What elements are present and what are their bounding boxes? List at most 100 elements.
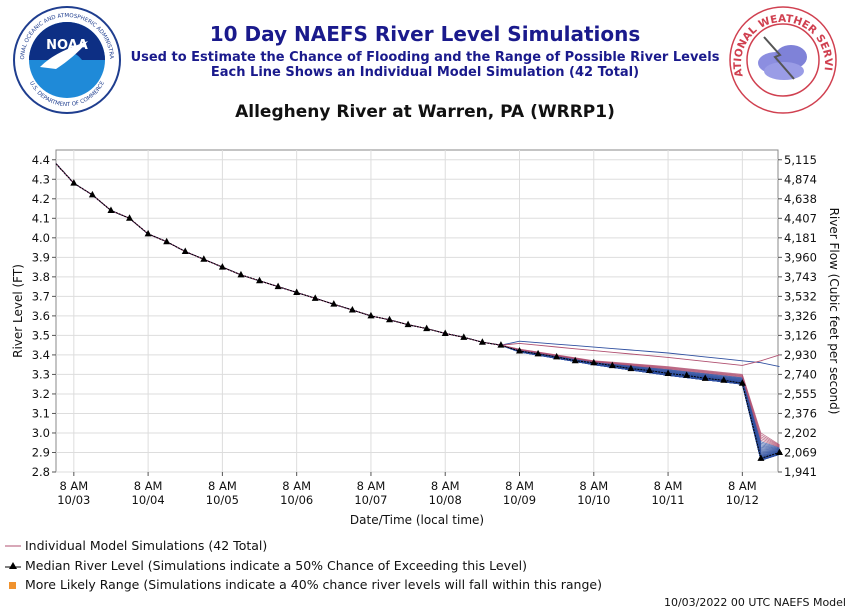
median-point	[274, 282, 282, 290]
y-tick-label: 3.7	[32, 289, 50, 303]
y-tick-label: 2.8	[32, 465, 50, 479]
median-point	[200, 255, 208, 262]
median-line	[55, 163, 780, 459]
x-tick-time: 8 AM	[282, 479, 311, 493]
median-point	[460, 333, 468, 340]
y2-tick-label: 5,115	[784, 153, 817, 167]
median-point	[645, 366, 653, 374]
x-tick-time: 8 AM	[579, 479, 608, 493]
median-point	[664, 369, 672, 376]
y2-tick-label: 3,326	[784, 309, 817, 323]
x-axis-label: Date/Time (local time)	[350, 513, 484, 527]
median-point	[497, 341, 505, 348]
median-point	[608, 361, 616, 369]
median-point	[404, 320, 412, 328]
y2-tick-label: 2,555	[784, 387, 817, 401]
median-point	[256, 276, 264, 284]
x-tick-date: 10/12	[726, 493, 759, 507]
median-point	[516, 347, 524, 354]
y-tick-label: 4.4	[32, 153, 50, 167]
x-tick-date: 10/06	[280, 493, 313, 507]
y-tick-label: 3.1	[32, 406, 50, 420]
median-point	[218, 263, 226, 270]
median-point	[126, 214, 134, 221]
y-tick-label: 4.3	[32, 172, 50, 186]
y2-tick-label: 4,638	[784, 192, 817, 206]
y-tick-label: 4.1	[32, 211, 50, 225]
y-tick-label: 3.5	[32, 328, 50, 342]
x-tick-date: 10/09	[503, 493, 536, 507]
y2-tick-label: 4,874	[784, 172, 817, 186]
x-tick-time: 8 AM	[505, 479, 534, 493]
median-point	[163, 237, 171, 245]
y-tick-label: 3.6	[32, 309, 50, 323]
x-tick-time: 8 AM	[654, 479, 683, 493]
y2-axis-label: River Flow (Cubic feet per second)	[827, 208, 841, 415]
x-tick-time: 8 AM	[208, 479, 237, 493]
x-tick-time: 8 AM	[357, 479, 386, 493]
y-tick-label: 3.3	[32, 367, 50, 381]
legend-individual: Individual Model Simulations (42 Total)	[5, 538, 267, 553]
median-point	[88, 190, 96, 198]
river-level-chart: 2.8 2.9 3.0 3.1 3.2 3.3 3.4 3.5 3.6 3.7 3.8 3.9 4.0 4…	[11, 149, 841, 527]
x-tick-date: 10/04	[132, 493, 165, 507]
x-tick-date: 10/03	[57, 493, 90, 507]
median-point	[144, 229, 152, 237]
y-tick-label: 4.2	[32, 192, 50, 206]
x-tick-date: 10/08	[429, 493, 462, 507]
median-point	[775, 448, 783, 455]
legend-individual-label: Individual Model Simulations (42 Total)	[25, 538, 268, 553]
legend-range-swatch	[9, 581, 16, 589]
y-tick-label: 2.9	[32, 445, 50, 459]
median-point	[701, 374, 709, 381]
y2-tick-label: 3,960	[784, 250, 817, 264]
legend-median-marker	[9, 561, 17, 569]
legend-median-label: Median River Level (Simulations indicate…	[25, 558, 528, 573]
median-point	[311, 294, 319, 301]
nws-logo: NATIONAL WEATHER SERVICE	[728, 5, 837, 114]
x-tick-time: 8 AM	[431, 479, 460, 493]
y-tick-label: 3.9	[32, 250, 50, 264]
y-axis-label: River Level (FT)	[11, 264, 25, 358]
x-tick-date: 10/05	[206, 493, 239, 507]
median-point	[348, 306, 356, 313]
y2-tick-label: 1,941	[784, 465, 817, 479]
y2-tick-label: 3,743	[784, 270, 817, 284]
y2-tick-label: 2,930	[784, 348, 817, 362]
median-point	[590, 358, 598, 366]
header-subtitle-1: Used to Estimate the Chance of Flooding …	[130, 50, 720, 65]
y2-tick-label: 2,376	[784, 406, 817, 420]
median-point	[757, 454, 765, 461]
y2-tick-label: 2,740	[784, 367, 817, 381]
median-point	[237, 270, 245, 278]
median-point	[720, 376, 728, 383]
x-tick-time: 8 AM	[59, 479, 88, 493]
x-tick-date: 10/07	[354, 493, 387, 507]
y-tick-label: 3.4	[32, 348, 50, 362]
legend-range-label: More Likely Range (Simulations indicate …	[25, 577, 602, 592]
header-title: 10 Day NAEFS River Level Simulations	[209, 22, 641, 46]
y2-tick-label: 2,202	[784, 426, 817, 440]
x-tick-date: 10/10	[577, 493, 610, 507]
median-point	[534, 349, 542, 357]
legend-median: Median River Level (Simulations indicate…	[5, 558, 527, 573]
median-point	[441, 329, 449, 336]
plot-area	[55, 149, 779, 473]
median-point	[181, 247, 189, 254]
chart-title: Allegheny River at Warren, PA (WRRP1)	[235, 102, 615, 122]
noaa-logo: NOAA NATIONAL OCEANIC AND ATMOSPHERIC AD…	[12, 5, 121, 114]
median-point	[571, 356, 579, 364]
model-footer: 10/03/2022 00 UTC NAEFS Model	[663, 596, 846, 609]
median-point	[293, 288, 301, 295]
y2-tick-label: 4,407	[784, 211, 817, 225]
legend-range: More Likely Range (Simulations indicate …	[5, 577, 602, 592]
y2-tick-label: 4,181	[784, 231, 817, 245]
median-point	[386, 315, 394, 323]
noaa-logo-text: NOAA	[46, 38, 88, 53]
x-tick-time: 8 AM	[728, 479, 757, 493]
median-point	[423, 324, 431, 332]
x-tick-time: 8 AM	[134, 479, 163, 493]
median-point	[683, 371, 691, 378]
y-tick-label: 3.0	[32, 426, 50, 440]
median-point	[70, 179, 78, 186]
